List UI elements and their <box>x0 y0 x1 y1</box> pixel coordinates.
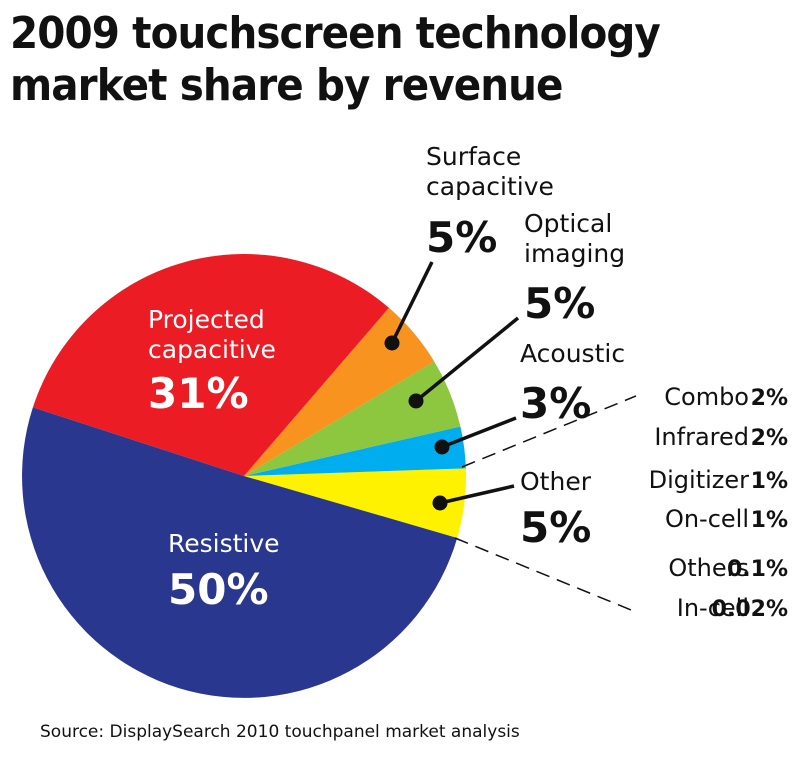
leader-line-other <box>439 484 515 505</box>
breakdown-value-combo: 2% <box>751 386 788 411</box>
breakdown-value-others: 0.1% <box>727 557 788 582</box>
pie-slice-resistive <box>22 407 458 698</box>
chart-title: 2009 touchscreen technology market share… <box>10 8 728 112</box>
callout-value-acoustic: 3% <box>520 379 591 428</box>
leader-line-surface-capacitive <box>390 261 434 344</box>
callout-label-acoustic: Acoustic <box>520 339 625 368</box>
callout-value-optical-imaging: 5% <box>524 279 595 328</box>
breakdown-dashed-line-bottom <box>454 537 637 613</box>
callout-value-surface-capacitive: 5% <box>426 213 497 262</box>
slice-value-resistive: 50% <box>168 565 269 614</box>
source-note: Source: DisplaySearch 2010 touchpanel ma… <box>40 722 520 742</box>
leader-dot-surface-capacitive <box>384 335 400 351</box>
breakdown-label-infrared: Infrared <box>654 423 749 451</box>
callout-label-optical-imaging-line-2: imaging <box>524 239 625 268</box>
breakdown-label-digitizer: Digitizer <box>649 466 749 494</box>
breakdown-label-in-cell: In-cell <box>677 594 749 622</box>
callout-value-other: 5% <box>520 503 591 552</box>
breakdown-label-combo: Combo <box>664 383 749 411</box>
leader-line-optical-imaging <box>414 316 520 403</box>
pie-slice-surface-capacitive <box>244 307 435 476</box>
leader-dot-other <box>432 495 448 511</box>
callout-label-surface-capacitive-line-1: Surface <box>426 142 521 171</box>
slice-label-projected-capacitive-line-1: Projected <box>148 305 265 334</box>
breakdown-dashed-line-top <box>461 395 637 468</box>
breakdown-value-infrared: 2% <box>751 426 788 451</box>
pie-slice-other <box>244 468 467 538</box>
pie-slice-acoustic <box>244 426 466 476</box>
breakdown-value-digitizer: 1% <box>751 469 788 494</box>
leader-line-acoustic <box>441 416 517 449</box>
breakdown-label-others: Others <box>668 554 749 582</box>
callout-label-optical-imaging-line-1: Optical <box>524 209 612 238</box>
breakdown-value-in-cell: 0.02% <box>712 597 788 622</box>
callout-label-other: Other <box>520 467 592 496</box>
chart-title-line-2: market share by revenue <box>10 60 564 111</box>
leader-dot-optical-imaging <box>408 393 424 409</box>
leader-dot-acoustic <box>434 439 450 455</box>
slice-value-projected-capacitive: 31% <box>148 369 249 418</box>
callout-label-surface-capacitive-line-2: capacitive <box>426 172 554 201</box>
slice-label-resistive: Resistive <box>168 529 280 558</box>
chart-title-line-1: 2009 touchscreen technology <box>10 8 661 59</box>
breakdown-label-on-cell: On-cell <box>665 505 749 533</box>
pie-slice-projected-capacitive <box>32 254 389 476</box>
breakdown-value-on-cell: 1% <box>751 508 788 533</box>
slice-label-projected-capacitive-line-2: capacitive <box>148 335 276 364</box>
pie-slice-optical-imaging <box>244 361 461 476</box>
